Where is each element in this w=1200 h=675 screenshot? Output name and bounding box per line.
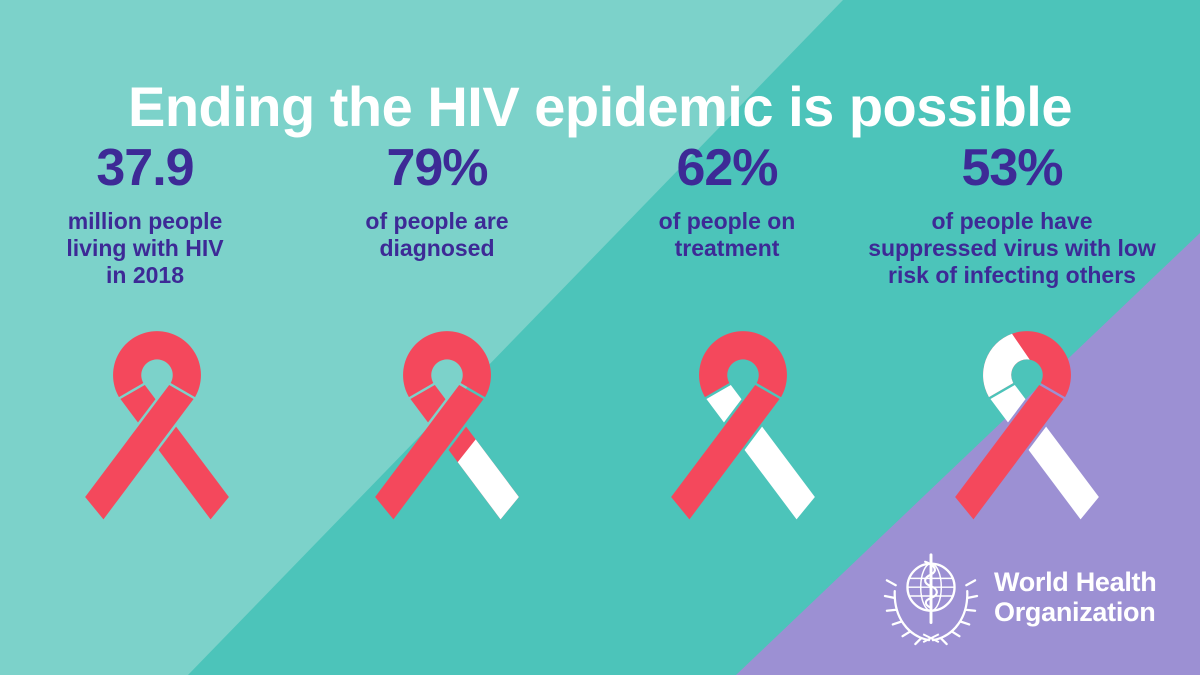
stat-desc-line: living with HIV: [66, 235, 224, 262]
stat-card-suppressed-virus: 53% of people have suppressed virus with…: [842, 142, 1182, 289]
ribbon-loop: [113, 331, 201, 398]
stat-card-living-with-hiv: 37.9 million people living with HIV in 2…: [0, 142, 305, 289]
stat-desc-line: risk of infecting others: [888, 262, 1136, 289]
awareness-ribbon-62: [660, 327, 826, 526]
ribbon-svg: [955, 331, 1099, 520]
stat-card-on-treatment: 62% of people on treatment: [567, 142, 887, 262]
who-logotype-line1: World Health: [994, 566, 1157, 597]
ribbon-svg: [85, 331, 229, 520]
who-logotype-line2: Organization: [994, 597, 1156, 627]
stat-desc-line: of people have: [931, 208, 1093, 234]
ribbon-loop: [403, 331, 491, 398]
serpent-icon: [924, 560, 938, 609]
stat-value: 53%: [961, 139, 1063, 197]
ribbon-band-front: [955, 384, 1064, 520]
awareness-ribbon-53: [944, 327, 1110, 526]
stat-value: 37.9: [96, 139, 194, 197]
who-logotype: World Health Organization: [994, 566, 1157, 627]
ribbon-loop-left: [983, 333, 1030, 398]
page-title: Ending the HIV epidemic is possible: [127, 74, 1073, 138]
ribbon-tail-right-lower: [457, 439, 519, 520]
stat-value: 79%: [386, 139, 488, 197]
stat-desc-line: of people are: [365, 208, 509, 234]
who-emblem-icon: [883, 553, 979, 646]
ribbon-band-front: [671, 384, 780, 520]
ribbon-loop: [699, 331, 787, 398]
awareness-ribbon-79: [364, 327, 530, 526]
stat-desc-line: suppressed virus with low: [868, 235, 1156, 262]
ribbon-svg: [671, 331, 815, 520]
laurel-branch-left: [883, 579, 931, 646]
stat-card-diagnosed: 79% of people are diagnosed: [277, 142, 597, 262]
laurel-branch-right: [931, 579, 979, 646]
wreath-cross: [922, 633, 940, 643]
who-logo: World Health Organization: [880, 548, 1157, 646]
ribbon-band-front: [375, 384, 484, 520]
stat-desc-line: diagnosed: [379, 235, 495, 262]
ribbon-band-front: [85, 384, 194, 520]
stat-desc-line: of people on: [658, 208, 796, 234]
awareness-ribbon-full: [74, 327, 240, 526]
stat-desc-line: million people: [67, 208, 223, 234]
stat-desc-line: treatment: [674, 235, 780, 262]
stat-value: 62%: [676, 139, 778, 197]
ribbon-svg: [375, 331, 519, 520]
stat-desc-line: in 2018: [106, 262, 184, 289]
